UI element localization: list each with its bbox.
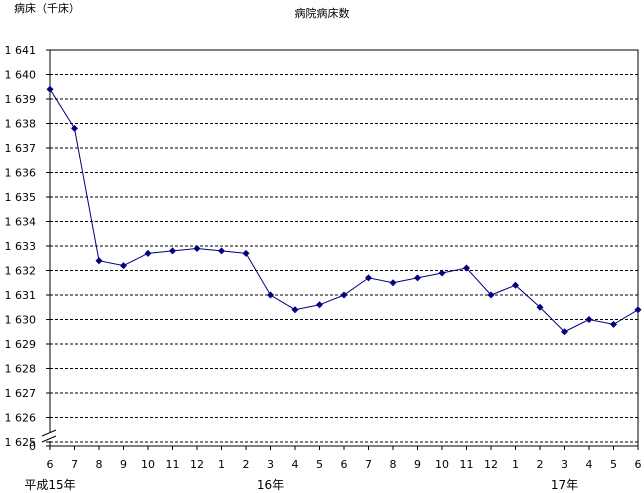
data-point xyxy=(120,262,127,270)
x-tick-label: 7 xyxy=(365,458,372,471)
data-point xyxy=(71,124,78,132)
data-point xyxy=(585,316,593,323)
y-axis-label: 病床（千床） xyxy=(14,2,80,15)
data-point xyxy=(291,306,299,314)
axis-ticks xyxy=(46,49,639,450)
y-tick-label: 1 627 xyxy=(5,387,37,400)
y-axis-break xyxy=(41,429,57,443)
y-tick-label: 1 635 xyxy=(5,191,37,204)
y-tick-label: 1 636 xyxy=(5,167,37,180)
x-tick-label: 12 xyxy=(484,458,498,471)
x-tick-labels: 6 7 8 9 10 11 12 1 2 3 4 5 6 7 8 9 10 11 12 1 2 3 4 5 6 xyxy=(47,458,642,471)
x-tick-label: 1 xyxy=(218,458,225,471)
y-tick-label: 1 630 xyxy=(5,314,37,327)
data-point xyxy=(218,247,225,255)
x-tick-label: 4 xyxy=(292,458,299,471)
x-tick-label: 2 xyxy=(537,458,544,471)
x-tick-label: 10 xyxy=(435,458,449,471)
data-point xyxy=(144,249,152,257)
y-tick-label: 1 625 xyxy=(5,436,37,449)
year-labels: 平成15年 16年 17年 xyxy=(24,478,578,492)
data-point xyxy=(267,291,274,299)
x-tick-label: 11 xyxy=(166,458,180,471)
data-point xyxy=(536,303,544,311)
y-tick-label: 1 634 xyxy=(5,216,37,229)
x-tick-label: 4 xyxy=(586,458,593,471)
gridlines xyxy=(50,74,638,443)
axis-break-line xyxy=(41,429,57,437)
y-tick-label: 0 xyxy=(29,440,36,453)
x-tick-label: 2 xyxy=(243,458,250,471)
axis-break-gap xyxy=(42,432,56,441)
y-tick-label: 1 628 xyxy=(5,363,37,376)
data-point xyxy=(634,306,642,314)
y-tick-labels: 1 641 1 640 1 639 1 638 1 637 1 636 1 635 1 634… xyxy=(5,44,37,453)
y-tick-label: 1 632 xyxy=(5,265,37,278)
y-tick-label: 1 638 xyxy=(5,118,37,131)
data-point xyxy=(316,301,323,309)
x-tick-label: 6 xyxy=(47,458,54,471)
x-tick-label: 9 xyxy=(414,458,421,471)
data-point xyxy=(242,249,250,257)
data-point xyxy=(512,281,519,289)
data-point xyxy=(463,264,470,272)
x-tick-label: 1 xyxy=(512,458,519,471)
y-tick-label: 1 633 xyxy=(5,240,37,253)
data-point xyxy=(487,291,495,299)
data-point xyxy=(365,274,372,282)
data-point xyxy=(414,274,421,282)
x-tick-label: 12 xyxy=(190,458,204,471)
x-tick-label: 6 xyxy=(635,458,642,471)
x-tick-label: 3 xyxy=(267,458,274,471)
x-tick-label: 8 xyxy=(96,458,103,471)
data-point xyxy=(389,279,397,287)
x-tick-label: 5 xyxy=(316,458,323,471)
plot-frame xyxy=(49,49,639,447)
x-tick-label: 6 xyxy=(341,458,348,471)
x-tick-label: 11 xyxy=(460,458,474,471)
data-point xyxy=(438,269,446,277)
y-tick-label: 1 640 xyxy=(5,69,37,82)
data-point xyxy=(610,320,617,328)
x-tick-label: 7 xyxy=(71,458,78,471)
data-point xyxy=(46,85,54,93)
x-tick-label: 10 xyxy=(141,458,155,471)
data-point xyxy=(561,328,568,336)
data-point xyxy=(169,247,176,255)
data-point xyxy=(193,244,201,252)
year-label: 17年 xyxy=(551,478,578,492)
x-tick-label: 3 xyxy=(561,458,568,471)
x-tick-label: 5 xyxy=(610,458,617,471)
chart-title: 病院病床数 xyxy=(294,7,350,20)
x-tick-label: 8 xyxy=(390,458,397,471)
data-point xyxy=(95,257,103,265)
y-tick-label: 1 629 xyxy=(5,338,37,351)
axis-break-line xyxy=(41,435,57,443)
y-tick-label: 1 631 xyxy=(5,289,37,302)
data-point xyxy=(340,291,348,299)
y-tick-label: 1 626 xyxy=(5,412,37,425)
year-label: 平成15年 xyxy=(24,478,75,492)
y-tick-label: 1 637 xyxy=(5,142,37,155)
series-group xyxy=(46,85,642,336)
y-tick-label: 1 639 xyxy=(5,93,37,106)
y-tick-label: 1 641 xyxy=(5,44,37,57)
x-tick-label: 9 xyxy=(120,458,127,471)
year-label: 16年 xyxy=(257,478,284,492)
